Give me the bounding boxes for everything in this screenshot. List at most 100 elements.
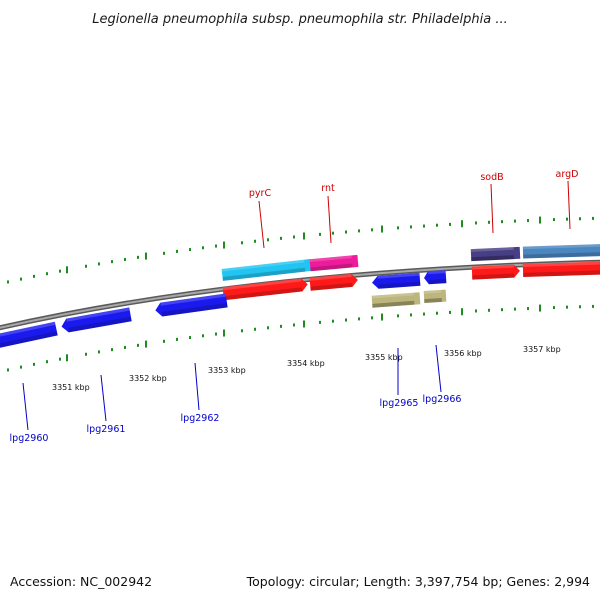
gene-highlight bbox=[470, 247, 514, 252]
gene-label-lpg2965[interactable]: lpg2965 bbox=[380, 398, 419, 409]
gene-body bbox=[309, 254, 359, 272]
minor-tick bbox=[527, 219, 529, 223]
rnt-cds-feature[interactable] bbox=[309, 254, 359, 272]
major-tick bbox=[145, 252, 147, 260]
gene-label-lpg2966[interactable]: lpg2966 bbox=[423, 394, 462, 405]
minor-tick bbox=[280, 324, 282, 328]
rnt-gene-feature[interactable] bbox=[309, 273, 359, 291]
minor-tick bbox=[488, 308, 490, 312]
gene-shade bbox=[310, 263, 353, 272]
gene-label-pyrC[interactable]: pyrC bbox=[249, 188, 272, 199]
minor-tick bbox=[397, 314, 399, 318]
lpg2960-gene-feature[interactable] bbox=[0, 321, 58, 350]
minor-tick bbox=[241, 241, 243, 245]
lpg2966-gene-feature[interactable] bbox=[424, 270, 447, 285]
gene-label-sodB[interactable]: sodB bbox=[480, 172, 503, 183]
lpg2965-cds-feature[interactable] bbox=[371, 292, 421, 308]
minor-tick bbox=[410, 225, 412, 229]
minor-tick bbox=[514, 219, 516, 223]
gene-highlight bbox=[222, 278, 302, 291]
gene-body bbox=[221, 258, 312, 281]
scale-label: 3352 kbp bbox=[129, 374, 167, 383]
gene-highlight bbox=[160, 293, 227, 306]
leader-line bbox=[258, 200, 265, 249]
minor-tick bbox=[501, 308, 503, 312]
minor-tick bbox=[319, 232, 321, 236]
minor-tick bbox=[475, 221, 477, 225]
gene-highlight bbox=[423, 289, 442, 294]
lpg2966-cds-feature[interactable] bbox=[423, 289, 447, 304]
gene-label-lpg2960[interactable]: lpg2960 bbox=[10, 433, 49, 444]
minor-tick bbox=[371, 228, 373, 232]
minor-tick bbox=[358, 317, 360, 321]
gene-body bbox=[0, 321, 58, 349]
minor-tick bbox=[501, 220, 503, 224]
gene-body bbox=[372, 272, 421, 289]
major-tick bbox=[539, 216, 541, 224]
minor-tick bbox=[319, 320, 321, 324]
scale-label: 3354 kbp bbox=[287, 359, 325, 368]
minor-tick bbox=[332, 231, 334, 235]
scale-labels: 3351 kbp 3352 kbp 3353 kbp 3354 kbp 3355… bbox=[52, 345, 561, 392]
minor-tick bbox=[332, 319, 334, 323]
minor-tick bbox=[488, 220, 490, 224]
minor-tick bbox=[566, 305, 568, 309]
minor-tick bbox=[579, 217, 581, 221]
gene-label-lpg2962[interactable]: lpg2962 bbox=[181, 413, 220, 424]
minor-tick bbox=[176, 337, 178, 341]
lpg2962-gene-feature[interactable] bbox=[154, 293, 228, 318]
minor-tick bbox=[397, 226, 399, 230]
minor-tick bbox=[267, 238, 269, 242]
pyrC-cds-feature[interactable] bbox=[221, 258, 312, 281]
minor-tick bbox=[111, 260, 113, 264]
tick-layer bbox=[7, 216, 594, 372]
gene-label-argD[interactable]: argD bbox=[556, 169, 579, 180]
gene-label-lpg2961[interactable]: lpg2961 bbox=[87, 424, 126, 435]
leader-line bbox=[22, 382, 29, 431]
leader-line bbox=[100, 374, 107, 422]
gene-body bbox=[522, 243, 600, 259]
gene-body bbox=[424, 270, 447, 285]
gene-highlight bbox=[0, 321, 56, 338]
minor-tick bbox=[20, 365, 22, 369]
gene-body bbox=[522, 261, 600, 278]
sodB-cds-feature[interactable] bbox=[470, 246, 521, 262]
minor-tick bbox=[553, 218, 555, 222]
minor-tick bbox=[215, 332, 217, 336]
gene-shade bbox=[0, 330, 58, 349]
major-tick bbox=[223, 329, 225, 337]
sodB-gene-feature[interactable] bbox=[471, 264, 521, 280]
gene-shade bbox=[310, 282, 353, 291]
minor-tick bbox=[514, 307, 516, 311]
gene-highlight bbox=[66, 307, 130, 322]
argD-cds-feature[interactable] bbox=[522, 243, 600, 259]
gene-shade bbox=[523, 252, 600, 259]
lpg2961-gene-feature[interactable] bbox=[60, 307, 132, 333]
major-tick bbox=[381, 225, 383, 233]
leader-line bbox=[490, 183, 494, 234]
major-tick bbox=[461, 308, 463, 316]
gene-label-rnt[interactable]: rnt bbox=[321, 183, 335, 194]
gene-body bbox=[371, 292, 421, 308]
lpg2965-gene-feature[interactable] bbox=[372, 272, 421, 289]
map-title: Legionella pneumophila subsp. pneumophil… bbox=[92, 12, 508, 27]
argD-gene-feature[interactable] bbox=[522, 261, 600, 278]
gene-shade bbox=[222, 267, 306, 281]
minor-tick bbox=[293, 323, 295, 327]
minor-tick bbox=[98, 350, 100, 354]
gene-highlight bbox=[522, 261, 600, 267]
minor-tick bbox=[7, 280, 9, 284]
pyrC-gene-feature[interactable] bbox=[222, 278, 309, 301]
gene-body bbox=[471, 264, 520, 280]
gene-highlight bbox=[371, 292, 414, 299]
scale-label: 3357 kbp bbox=[523, 345, 561, 354]
upper-gene-labels: pyrC rnt sodB argD bbox=[249, 169, 579, 249]
major-tick bbox=[66, 266, 68, 274]
minor-tick bbox=[592, 216, 594, 220]
gene-shade bbox=[424, 298, 442, 304]
minor-tick bbox=[280, 236, 282, 240]
scale-label: 3355 kbp bbox=[365, 353, 403, 362]
minor-tick bbox=[124, 345, 126, 349]
minor-tick bbox=[176, 249, 178, 253]
